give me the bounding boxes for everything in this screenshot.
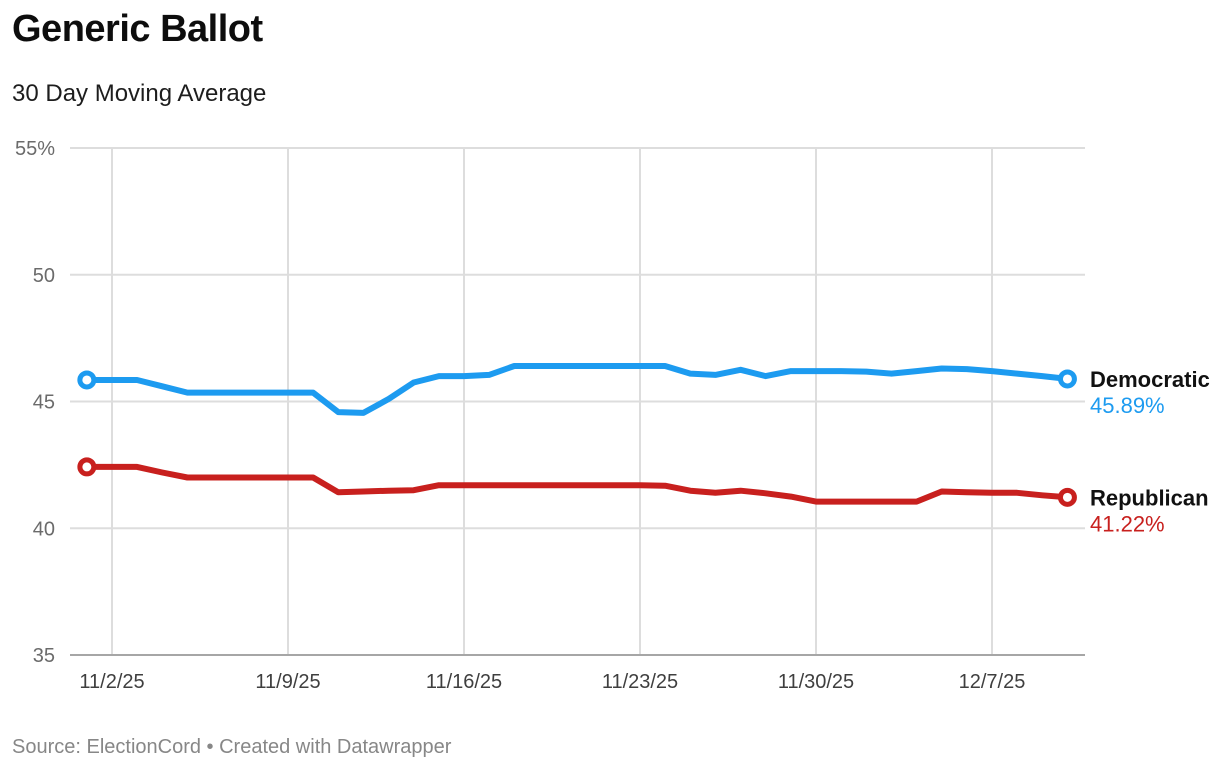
democratic-line <box>83 363 1071 416</box>
y-axis-tick-label: 50 <box>33 265 55 287</box>
republican-start-marker <box>77 457 97 477</box>
x-axis-tick-label: 11/9/25 <box>255 671 320 693</box>
x-axis-tick-label: 11/23/25 <box>602 671 678 693</box>
y-axis-tick-label: 55% <box>15 138 55 160</box>
democratic-start-marker <box>77 370 97 390</box>
republican-line <box>83 463 1071 505</box>
republican-end-marker <box>1057 487 1077 507</box>
y-axis-tick-label: 40 <box>33 518 55 540</box>
y-axis-tick-label: 45 <box>33 392 55 414</box>
x-axis-tick-label: 11/30/25 <box>778 671 854 693</box>
democratic-series-label: Democratic <box>1090 367 1210 392</box>
x-axis-tick-label: 12/7/25 <box>959 671 1026 693</box>
republican-series-label: Republican <box>1090 485 1209 510</box>
republican-value-label: 41.22% <box>1090 511 1165 536</box>
chart-subtitle: 30 Day Moving Average <box>12 80 267 107</box>
democratic-value-label: 45.89% <box>1090 393 1165 418</box>
x-axis-tick-label: 11/2/25 <box>79 671 144 693</box>
x-axis-tick-label: 11/16/25 <box>426 671 502 693</box>
source-attribution: Source: ElectionCord • Created with Data… <box>12 736 452 758</box>
chart-title: Generic Ballot <box>12 8 263 50</box>
y-axis-tick-label: 35 <box>33 645 55 667</box>
democratic-end-marker <box>1057 369 1077 389</box>
